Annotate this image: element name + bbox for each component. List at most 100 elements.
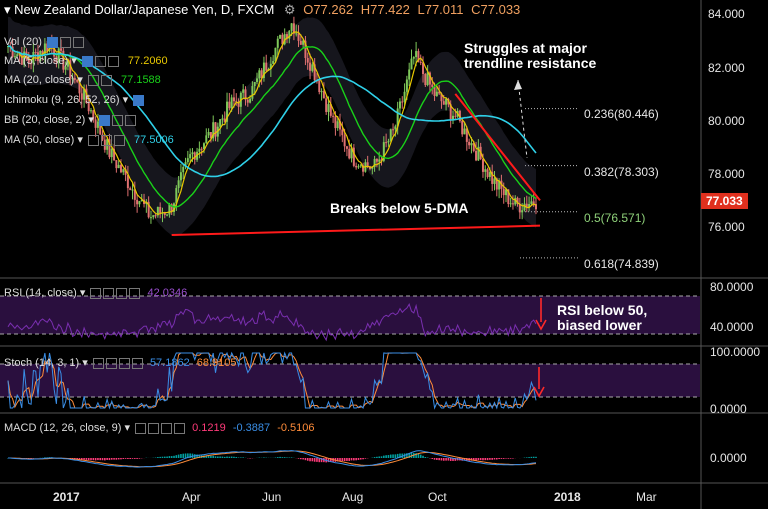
indicator-bb[interactable]: BB (20, close, 2) ▾ [4,114,136,127]
candle-body [426,72,429,86]
macd-histogram-bar [242,457,244,458]
dropdown-icon[interactable]: ▾ [71,55,77,67]
annotation-breaks: Breaks below 5-DMA [330,200,469,216]
macd-histogram-bar [343,458,346,462]
eye-icon[interactable] [135,422,147,434]
close-icon[interactable] [116,287,128,299]
eye-icon[interactable] [81,55,93,67]
macd-histogram-bar [223,456,226,458]
settings-icon[interactable] [111,114,123,126]
macd-histogram-bar [104,458,106,461]
dropdown-icon[interactable]: ▾ [77,134,83,146]
close-icon[interactable] [118,357,130,369]
indicator-stoch[interactable]: Stoch (14, 3, 1) ▾ 57.1862 68.9105 [4,357,237,370]
macd-histogram-bar [535,456,537,458]
indicator-rsi[interactable]: RSI (14, close) ▾ 42.0346 [4,287,187,300]
macd-histogram-bar [463,458,466,461]
close-icon[interactable] [100,74,112,86]
indicator-ma50-value: 77.5006 [134,134,174,146]
macd-histogram-bar [318,458,321,463]
macd-histogram-bar [339,458,341,462]
candle-body [438,91,441,94]
indicator-ma5[interactable]: MA (5, close) ▾ 77.2060 [4,55,168,68]
dropdown-icon[interactable]: ▾ [88,114,94,126]
indicator-macd[interactable]: MACD (12, 26, close, 9) ▾ 0.1219 -0.3887… [4,422,315,435]
fib-label: 0.618(74.839) [584,257,659,271]
macd-histogram-bar [281,457,284,458]
settings-icon[interactable] [105,357,117,369]
candle-body [276,38,279,48]
macd-histogram-bar [376,456,378,458]
candle-body [327,104,330,112]
more-icon[interactable] [131,357,143,369]
settings-icon[interactable] [148,422,160,434]
candle-body [108,139,111,158]
macd-histogram-bar [431,458,434,459]
candle-body [428,72,431,85]
indicator-ma5-label: MA (5, close) [4,55,69,67]
macd-histogram-bar [219,456,221,458]
ma50-line [7,45,537,178]
macd-histogram-bar [341,458,344,461]
eye-icon[interactable] [133,94,145,106]
macd-histogram-bar [210,455,212,458]
candle-body [451,115,454,120]
candle-body [179,172,182,181]
collapse-arrow-icon[interactable]: ▾ [4,2,11,17]
dropdown-icon[interactable]: ▾ [122,94,129,106]
candle-body [177,180,180,189]
candle-body [461,120,464,135]
candle-body [140,199,143,202]
candle-body [336,121,339,129]
close-icon[interactable] [124,114,136,126]
candle-body [96,121,99,128]
more-icon[interactable] [129,287,141,299]
eye-icon[interactable] [90,287,102,299]
candle-body [126,174,129,189]
macd-histogram-bar [525,457,528,458]
time-tick: Apr [182,490,201,504]
eye-icon[interactable] [87,134,99,146]
candle-body [226,101,229,122]
candle-body [368,166,371,169]
stoch-tick: 0.0000 [710,402,747,416]
indicator-ma20[interactable]: MA (20, close) ▾ 77.1588 [4,74,161,87]
last-price-badge: 77.033 [701,193,748,209]
settings-icon[interactable]: ⚙ [283,2,296,17]
indicator-ma50[interactable]: MA (50, close) ▾ 77.5006 [4,134,174,147]
candle-body [124,169,127,175]
settings-icon[interactable] [59,36,71,48]
indicator-ichimoku[interactable]: Ichimoku (9, 26, 52, 26) ▾ [4,94,145,107]
high-value: H77.422 [360,2,410,17]
macd-histogram-bar [221,456,224,458]
close-icon[interactable] [113,134,125,146]
dropdown-icon[interactable]: ▾ [124,422,130,434]
close-icon[interactable] [161,422,173,434]
macd-histogram-bar [479,458,482,461]
candle-body [313,64,316,81]
candle-body [78,81,81,94]
eye-icon[interactable] [46,36,58,48]
indicator-vol[interactable]: Vol (20) [4,36,84,49]
eye-icon[interactable] [92,357,104,369]
settings-icon[interactable] [100,134,112,146]
macd-histogram-bar [302,458,304,460]
macd-histogram-bar [399,453,401,458]
candle-body [477,146,480,161]
close-icon[interactable] [72,36,84,48]
settings-icon[interactable] [87,74,99,86]
more-icon[interactable] [174,422,186,434]
candle-body [521,210,524,213]
close-icon[interactable] [107,55,119,67]
dropdown-icon[interactable]: ▾ [77,74,83,86]
settings-icon[interactable] [94,55,106,67]
macd-histogram-bar [175,455,178,458]
eye-icon[interactable] [98,114,110,126]
candle-body [498,180,501,190]
macd-histogram-bar [173,455,175,458]
candle-body [43,43,46,54]
settings-icon[interactable] [103,287,115,299]
dropdown-icon[interactable]: ▾ [79,287,86,299]
dropdown-icon[interactable]: ▾ [82,357,88,369]
